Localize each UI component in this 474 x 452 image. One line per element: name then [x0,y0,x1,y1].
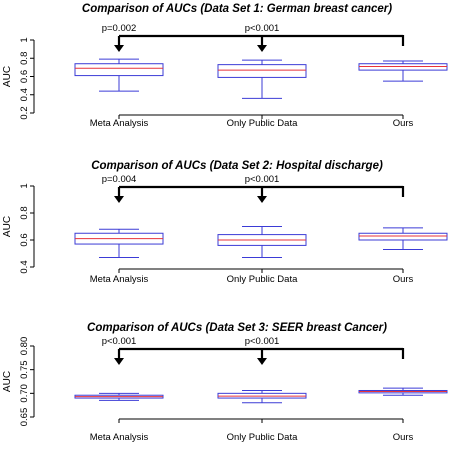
y-tick-label: 1 [19,37,30,42]
boxplot-1 [74,228,164,259]
y-tick-label: 0.4 [19,260,30,273]
comparison-arrowhead [114,45,124,52]
x-category-label: Meta Analysis [90,274,149,285]
p-value-label: p<0.001 [245,23,280,34]
y-axis-label: AUC [2,66,13,87]
chart-title: Comparison of AUCs (Data Set 3: SEER bre… [87,322,387,334]
x-category-label: Only Public Data [227,118,298,129]
comparison-arrowhead [114,358,124,365]
x-category-label: Only Public Data [227,274,298,285]
boxplot-3 [358,227,448,250]
y-axis-label: AUC [2,371,13,392]
y-tick-label: 0.65 [19,408,30,427]
box-iqr [74,63,164,77]
y-tick-label: 0.2 [19,106,30,119]
p-value-label: p=0.004 [102,174,137,185]
y-tick-label: 0.6 [19,70,30,83]
y-tick-label: 0.8 [19,52,30,65]
y-tick-label: 1 [19,183,30,188]
boxplot-3 [358,60,448,82]
chart-panel-1: Comparison of AUCs (Data Set 1: German b… [2,3,448,129]
y-tick-label: 0.70 [19,384,30,403]
chart-panel-2: Comparison of AUCs (Data Set 2: Hospital… [2,160,448,285]
chart-panel-3: Comparison of AUCs (Data Set 3: SEER bre… [2,322,448,443]
boxplot-2 [217,59,307,99]
p-value-label: p<0.001 [102,336,137,347]
comparison-arrowhead [257,358,267,365]
boxplot-3 [358,387,448,396]
x-category-label: Only Public Data [227,432,298,443]
x-category-label: Ours [393,118,414,129]
box-iqr [358,232,448,241]
comparison-arrowhead [257,196,267,203]
y-axis-label: AUC [2,216,13,237]
y-tick-label: 0.75 [19,360,30,379]
x-category-label: Meta Analysis [90,432,149,443]
chart-title: Comparison of AUCs (Data Set 1: German b… [82,3,392,15]
x-category-label: Meta Analysis [90,118,149,129]
y-tick-label: 0.8 [19,206,30,219]
y-tick-label: 0.80 [19,337,30,356]
chart-title: Comparison of AUCs (Data Set 2: Hospital… [91,160,383,172]
p-value-label: p<0.001 [245,174,280,185]
boxplot-1 [74,392,164,401]
boxplot-2 [217,226,307,259]
comparison-arrowhead [114,196,124,203]
x-category-label: Ours [393,432,414,443]
boxplot-2 [217,389,307,404]
x-category-label: Ours [393,274,414,285]
comparison-arrowhead [257,45,267,52]
y-tick-label: 0.4 [19,88,30,101]
p-value-label: p<0.001 [245,336,280,347]
p-value-label: p=0.002 [102,23,137,34]
boxplot-1 [74,58,164,92]
y-tick-label: 0.6 [19,233,30,246]
box-iqr [217,64,307,78]
